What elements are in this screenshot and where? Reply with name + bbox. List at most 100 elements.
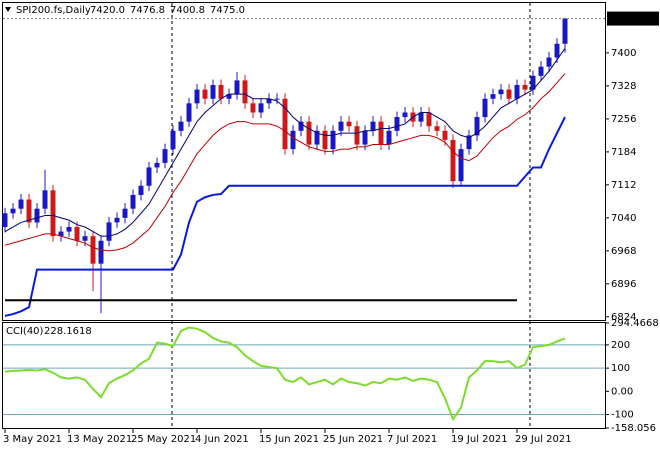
x-tick-label: 19 Jul 2021 (451, 434, 508, 445)
candle-body (90, 236, 96, 264)
candle-body (266, 98, 272, 104)
candle-body (154, 162, 160, 168)
y-tick-label: -100 (611, 410, 634, 421)
candle-body (370, 121, 376, 131)
candle-body (402, 112, 408, 118)
candle-body (2, 213, 8, 228)
price-tag (607, 11, 659, 26)
y-tick-label: 7256 (611, 114, 636, 125)
candle-body (554, 43, 560, 58)
candle-body (378, 121, 384, 145)
y-tick-label: 7328 (611, 81, 636, 92)
cci-title: CCI(40) (6, 326, 44, 337)
candle-body (186, 103, 192, 122)
candle-body (322, 130, 328, 150)
candle-body (442, 130, 448, 140)
candle-body (122, 208, 128, 218)
symbol-title: SPI200.fs,Daily (16, 5, 91, 16)
candle-body (10, 208, 16, 214)
x-tick-label: 7 Jul 2021 (387, 434, 437, 445)
candle-body (66, 227, 72, 232)
candle-body (34, 208, 40, 223)
candle-body (234, 80, 240, 95)
menu-arrow (5, 7, 11, 12)
indicator-line (4, 116, 566, 317)
ohlc-label: 7475.0 (210, 5, 245, 16)
plot-layer (2, 17, 605, 422)
ohlc-label: 7420.0 (90, 5, 125, 16)
indicator-line (4, 48, 566, 237)
candle-body (274, 98, 280, 100)
candle-body (146, 167, 152, 186)
candle-body (26, 199, 32, 223)
candle-body (386, 130, 392, 145)
y-tick-label: -158.056 (611, 423, 656, 434)
candle-body (210, 84, 216, 99)
candle-body (354, 126, 360, 145)
y-tick-label: 0.00 (611, 386, 633, 397)
candle-body (170, 130, 176, 150)
y-tick-label: 6968 (611, 246, 636, 257)
candle-body (42, 190, 48, 209)
y-tick-label: 7400 (611, 48, 636, 59)
candle-body (306, 121, 312, 145)
candle-body (426, 112, 432, 127)
candle-body (106, 222, 112, 241)
candle-body (178, 121, 184, 131)
candle-body (338, 121, 344, 131)
candle-body (162, 149, 168, 163)
candle-body (250, 103, 256, 113)
x-tick-label: 3 May 2021 (3, 434, 62, 445)
candle-body (362, 130, 368, 145)
ohlc-label: 7476.8 (130, 5, 165, 16)
y-tick-label: 200 (611, 340, 630, 351)
candle-body (82, 236, 88, 241)
candle-body (458, 149, 464, 182)
indicator-line (4, 73, 566, 252)
candle-body (282, 98, 288, 150)
candle-body (74, 227, 80, 241)
y-tick-label: 100 (611, 363, 630, 374)
candle-body (58, 231, 64, 237)
x-tick-label: 25 Jun 2021 (323, 434, 383, 445)
candle-body (514, 84, 520, 99)
candle-body (130, 194, 136, 209)
cci-value: 228.1618 (44, 326, 92, 337)
candle-body (202, 89, 208, 99)
candle-body (546, 57, 552, 67)
candle-body (258, 103, 264, 113)
candle-body (538, 66, 544, 76)
price-tag-label: 7475.0 (611, 14, 646, 25)
candle-body (522, 84, 528, 90)
y-tick-label: 7040 (611, 213, 636, 224)
candle-body (242, 80, 248, 104)
x-tick-label: 4 Jun 2021 (195, 434, 249, 445)
candle-body (138, 185, 144, 195)
y-tick-label: 294.4668 (611, 318, 659, 329)
x-tick-label: 29 Jul 2021 (515, 434, 572, 445)
candle-body (298, 121, 304, 131)
x-tick-label: 15 Jun 2021 (259, 434, 319, 445)
candle-body (226, 94, 232, 99)
candle-body (290, 130, 296, 150)
y-tick-label: 6824 (611, 312, 636, 323)
candle-body (314, 130, 320, 145)
candle-body (474, 117, 480, 136)
candle-body (114, 217, 120, 223)
y-tick-label: 7184 (611, 147, 636, 158)
candle-body (418, 112, 424, 122)
main-pane-border (2, 2, 606, 321)
x-tick-label: 13 May 2021 (67, 434, 132, 445)
candle-body (450, 139, 456, 182)
candle-body (530, 75, 536, 90)
candle-body (498, 89, 504, 95)
indicator-line (4, 326, 566, 422)
candle-body (218, 84, 224, 99)
candle-body (506, 89, 512, 99)
y-tick-label: 7112 (611, 180, 636, 191)
ohlc-label: 7400.8 (170, 5, 205, 16)
candle-body (194, 89, 200, 104)
cci-pane-border (2, 322, 606, 429)
candle-body (482, 98, 488, 118)
